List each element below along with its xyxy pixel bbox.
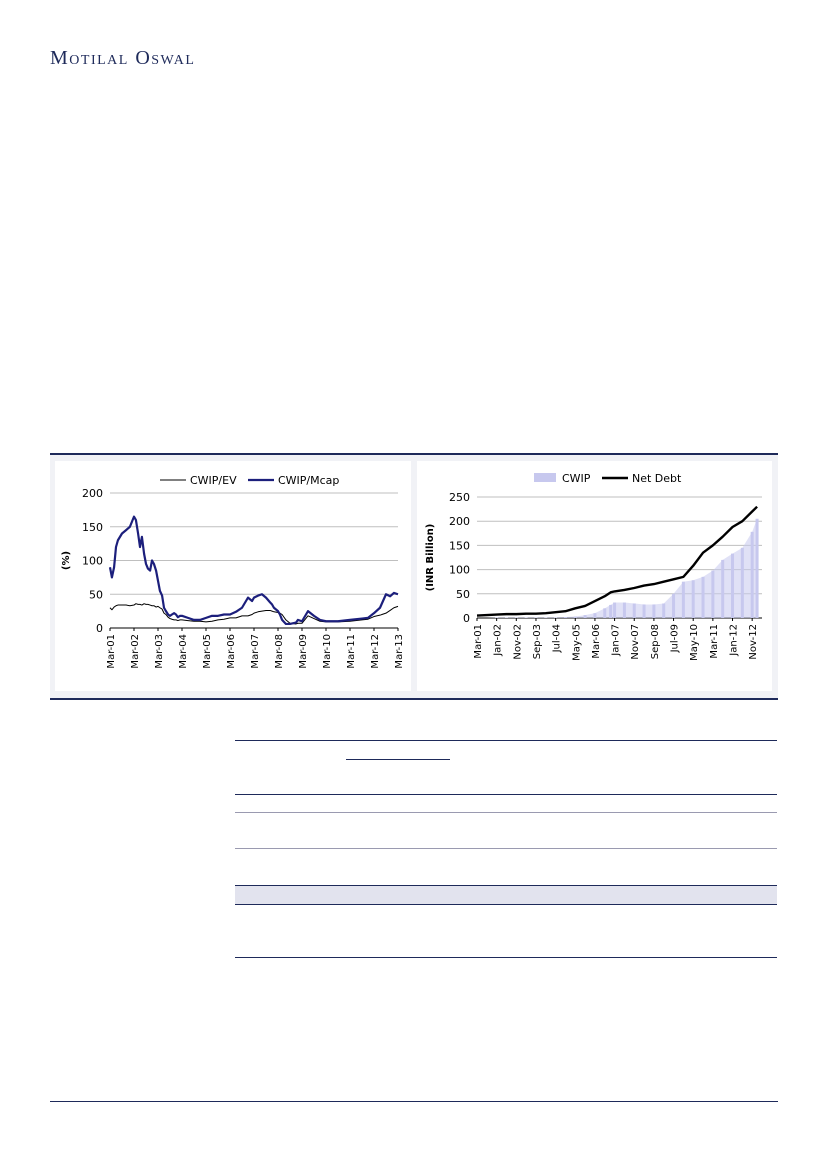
y-tick-label: 200: [449, 515, 470, 528]
x-tick-label: Sep-03: [532, 624, 543, 659]
x-tick-label: Mar-04: [178, 634, 189, 669]
x-tick-label: Mar-13: [394, 634, 405, 669]
table-shaded-row: [235, 885, 777, 905]
legend-label: CWIP/Mcap: [278, 474, 339, 487]
chart-cwip-ratio-svg: 0 50 100 150 200 (%) Mar-01 Mar-02 Mar-03 Mar-04 M…: [61, 474, 405, 669]
x-tick-label: Jan-07: [611, 624, 622, 657]
y-tick-label: 100: [449, 564, 470, 577]
legend-swatch: [534, 473, 556, 482]
chart-panel: 0 50 100 150 200 (%) Mar-01 Mar-02 Mar-03 Mar-04 M…: [50, 453, 778, 700]
table-bottom-rule: [235, 957, 777, 958]
x-tick-label: Nov-12: [748, 624, 759, 660]
cwip-area: [477, 518, 758, 618]
y-tick-label: 150: [449, 539, 470, 552]
x-tick-label: Mar-01: [473, 624, 484, 659]
chart-cwip-net-debt-svg: 0 50 100 150 200 250 (INR Billion) Mar-01 Jan-02…: [425, 472, 762, 661]
x-tick-label: Mar-05: [202, 634, 213, 669]
brand-logo: Motilal Oswal: [50, 47, 196, 69]
x-tick-label: Nov-07: [630, 624, 641, 660]
x-tick-label: Sep-08: [650, 624, 661, 659]
series-line-cwip-ev: [109, 603, 399, 625]
legend-label: CWIP/EV: [190, 474, 237, 487]
chart-cwip-net-debt: 0 50 100 150 200 250 (INR Billion) Mar-01 Jan-02…: [417, 461, 772, 691]
chart-cwip-ratio: 0 50 100 150 200 (%) Mar-01 Mar-02 Mar-03 Mar-04 M…: [55, 461, 411, 691]
y-tick-label: 200: [82, 487, 103, 500]
series-line-net-debt: [476, 505, 758, 617]
x-tick-label: Mar-12: [370, 634, 381, 669]
x-tick-label: Mar-06: [591, 624, 602, 659]
y-tick-label: 50: [456, 588, 470, 601]
table-header-underline: [346, 759, 450, 760]
x-tick-label: Mar-02: [130, 634, 141, 669]
x-tick-label: Mar-01: [106, 634, 117, 669]
table-top-rule: [235, 740, 777, 741]
x-tick-label: Mar-10: [322, 634, 333, 669]
x-tick-label: Nov-02: [512, 624, 523, 660]
footer-rule: [50, 1101, 778, 1102]
x-tick-label: Mar-11: [346, 634, 357, 669]
x-tick-label: Mar-07: [250, 634, 261, 669]
y-axis-label: (INR Billion): [425, 524, 436, 592]
y-tick-label: 100: [82, 555, 103, 568]
x-tick-label: Jul-04: [552, 624, 563, 653]
y-tick-label: 150: [82, 521, 103, 534]
x-tick-label: Jan-12: [729, 624, 740, 657]
y-tick-label: 0: [96, 622, 103, 635]
y-tick-label: 250: [449, 491, 470, 504]
legend-label: Net Debt: [632, 472, 682, 485]
x-tick-label: Jul-09: [670, 624, 681, 653]
x-tick-label: Mar-11: [709, 624, 720, 659]
table-row-rule: [235, 848, 777, 849]
y-tick-label: 0: [463, 612, 470, 625]
y-tick-label: 50: [89, 588, 103, 601]
legend-label: CWIP: [562, 472, 591, 485]
x-tick-label: Jan-02: [493, 624, 504, 657]
x-tick-label: Mar-09: [298, 634, 309, 669]
series-line-cwip-mcap: [108, 515, 399, 626]
x-tick-label: May-10: [689, 624, 700, 661]
table-header-rule: [235, 794, 777, 795]
x-tick-label: May-05: [571, 624, 582, 661]
x-tick-label: Mar-08: [274, 634, 285, 669]
y-axis-label: (%): [61, 551, 72, 570]
x-tick-label: Mar-06: [226, 634, 237, 669]
table-row-rule: [235, 812, 777, 813]
x-tick-label: Mar-03: [154, 634, 165, 669]
